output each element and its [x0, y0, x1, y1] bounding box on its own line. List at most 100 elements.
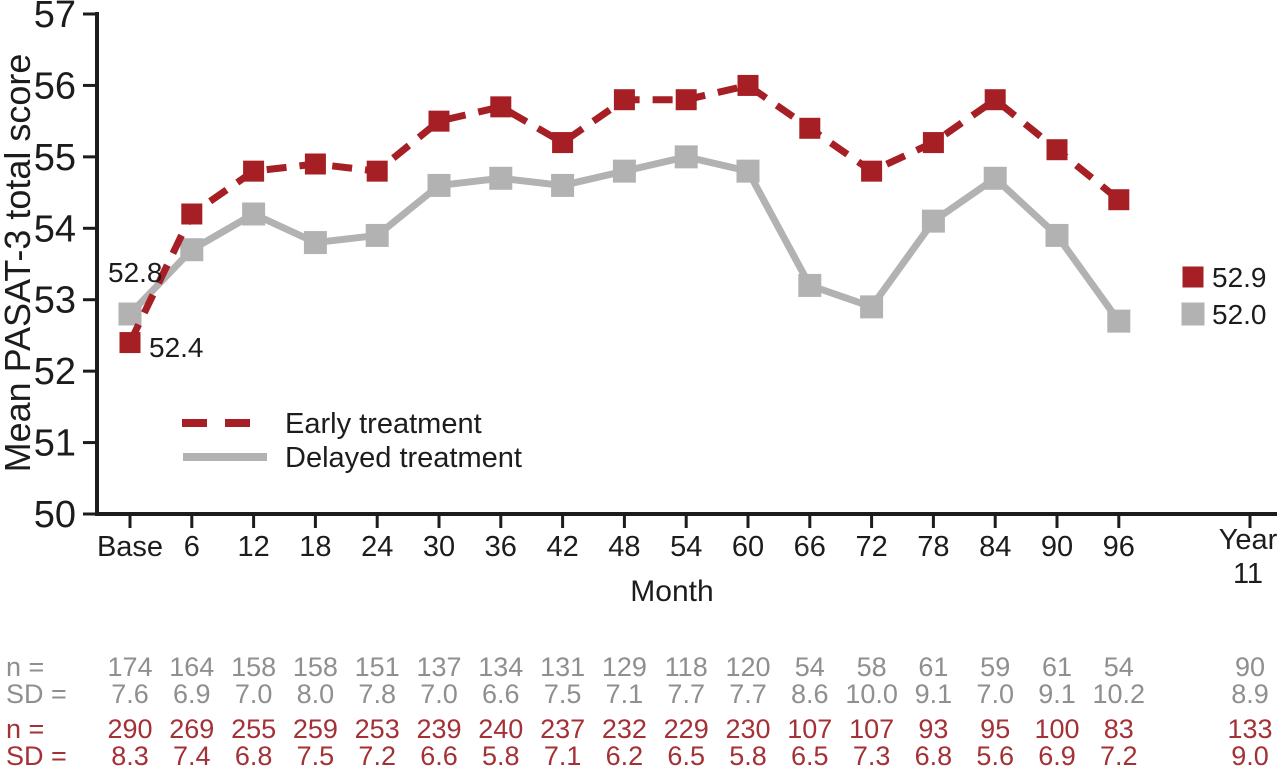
- delayed-baseline-value-label: 52.8: [108, 257, 163, 288]
- delayed-marker-96: [1107, 309, 1131, 333]
- early-marker-6: [181, 203, 203, 225]
- table-cell: 10.2: [1093, 679, 1146, 709]
- table-cell-year11: 133: [1227, 714, 1272, 744]
- table-cell: 61: [1042, 652, 1072, 682]
- table-cell: 93: [918, 714, 948, 744]
- x-tick-label: 36: [485, 531, 517, 563]
- x-tick-label-year11-line2: 11: [1233, 558, 1263, 590]
- table-cell: 269: [169, 714, 214, 744]
- delayed-marker-36: [489, 166, 513, 190]
- table-cell: 6.9: [1038, 741, 1076, 768]
- table-cell: 6.5: [791, 741, 829, 768]
- table-cell: 7.2: [358, 741, 396, 768]
- table-cell: 58: [857, 652, 887, 682]
- table-cell: 7.0: [976, 679, 1014, 709]
- table-cell: 7.7: [729, 679, 767, 709]
- table-cell-year11: 90: [1235, 652, 1265, 682]
- x-tick-label: 60: [732, 531, 764, 563]
- x-tick-label-year11-line1: Year: [1219, 524, 1278, 556]
- table-cell: 229: [664, 714, 709, 744]
- x-tick-label: 84: [979, 531, 1011, 563]
- table-cell: 232: [602, 714, 647, 744]
- legend-early-label: Early treatment: [285, 408, 482, 440]
- y-tick-label: 54: [34, 208, 76, 250]
- table-row-label-delayed-1: SD =: [6, 679, 67, 709]
- early-marker-Base: [119, 332, 141, 354]
- delayed-marker-66: [798, 273, 822, 297]
- table-cell: 100: [1034, 714, 1079, 744]
- table-cell: 259: [293, 714, 338, 744]
- table-cell: 54: [795, 652, 825, 682]
- table-cell: 230: [725, 714, 770, 744]
- table-cell: 7.0: [420, 679, 458, 709]
- delayed-year11-marker: [1181, 302, 1205, 326]
- y-tick-label: 55: [34, 137, 76, 179]
- table-cell: 7.2: [1100, 741, 1138, 768]
- table-cell: 7.7: [667, 679, 705, 709]
- early-year11-marker: [1182, 266, 1204, 288]
- table-row-label-early-2: n =: [6, 714, 44, 744]
- x-tick-label: Base: [97, 531, 163, 563]
- x-tick-label: 90: [1041, 531, 1073, 563]
- early-marker-48: [613, 89, 635, 111]
- x-axis-title: Month: [630, 575, 713, 608]
- table-cell: 5.8: [482, 741, 520, 768]
- table-cell: 239: [416, 714, 461, 744]
- table-cell: 95: [980, 714, 1010, 744]
- delayed-marker-6: [180, 238, 204, 262]
- table-row-label-early-3: SD =: [6, 741, 67, 768]
- table-cell: 10.0: [845, 679, 898, 709]
- delayed-marker-12: [242, 202, 266, 226]
- y-tick-label: 57: [34, 0, 76, 36]
- early-marker-12: [243, 160, 265, 182]
- table-cell: 7.0: [235, 679, 273, 709]
- y-tick-label: 52: [34, 351, 76, 393]
- x-tick-label: 30: [423, 531, 455, 563]
- table-cell: 134: [478, 652, 523, 682]
- table-cell: 131: [540, 652, 585, 682]
- delayed-marker-24: [365, 223, 389, 247]
- early-marker-60: [737, 74, 759, 96]
- table-cell: 6.2: [606, 741, 644, 768]
- early-marker-96: [1108, 189, 1130, 211]
- x-tick-label: 24: [361, 531, 393, 563]
- table-cell: 5.6: [976, 741, 1014, 768]
- table-cell: 6.6: [420, 741, 458, 768]
- table-cell: 6.8: [235, 741, 273, 768]
- y-tick-label: 56: [34, 65, 76, 107]
- early-treatment-line: [126, 81, 1122, 345]
- early-year11-value-label: 52.9: [1212, 262, 1267, 293]
- table-cell: 8.3: [111, 741, 149, 768]
- table-cell: 129: [602, 652, 647, 682]
- y-tick-label: 53: [34, 280, 76, 322]
- table-cell: 7.5: [297, 741, 335, 768]
- table-cell: 255: [231, 714, 276, 744]
- table-row-label-delayed-0: n =: [6, 652, 44, 682]
- early-marker-18: [304, 153, 326, 175]
- table-cell: 7.8: [358, 679, 396, 709]
- table-cell: 7.1: [606, 679, 644, 709]
- delayed-marker-78: [921, 209, 945, 233]
- table-cell: 107: [787, 714, 832, 744]
- table-cell: 6.5: [667, 741, 705, 768]
- early-marker-36: [490, 96, 512, 118]
- early-marker-24: [366, 160, 388, 182]
- delayed-marker-42: [551, 173, 575, 197]
- table-cell: 120: [725, 652, 770, 682]
- table-cell: 7.4: [173, 741, 211, 768]
- x-tick-label: 96: [1103, 531, 1135, 563]
- x-tick-label: 6: [184, 531, 200, 563]
- x-tick-label: 72: [855, 531, 887, 563]
- table-cell: 9.1: [1038, 679, 1076, 709]
- x-tick-label: 12: [237, 531, 269, 563]
- table-cell: 6.6: [482, 679, 520, 709]
- table-cell: 7.5: [544, 679, 582, 709]
- early-marker-54: [675, 89, 697, 111]
- table-cell: 237: [540, 714, 585, 744]
- delayed-marker-90: [1045, 223, 1069, 247]
- table-cell: 7.6: [111, 679, 149, 709]
- x-tick-label: 78: [917, 531, 949, 563]
- delayed-marker-Base: [118, 302, 142, 326]
- x-tick-label: 54: [670, 531, 702, 563]
